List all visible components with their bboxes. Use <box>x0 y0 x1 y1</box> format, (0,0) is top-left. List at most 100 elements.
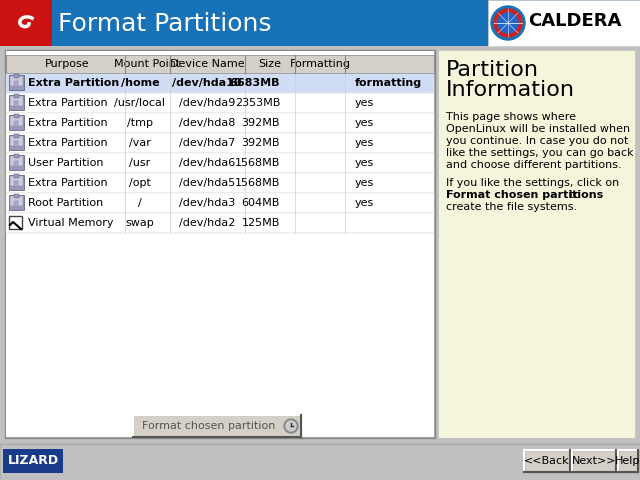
Bar <box>9 175 24 190</box>
Bar <box>14 121 18 127</box>
Circle shape <box>494 9 522 37</box>
Bar <box>6 51 434 437</box>
Bar <box>6 93 434 113</box>
Bar <box>14 141 18 147</box>
Bar <box>3 449 63 473</box>
Text: swap: swap <box>125 218 154 228</box>
Text: /usr: /usr <box>129 158 150 168</box>
Bar <box>14 114 19 118</box>
Bar <box>6 173 434 193</box>
Text: /dev/hda3: /dev/hda3 <box>179 198 235 208</box>
Text: Next>>: Next>> <box>572 456 616 466</box>
Bar <box>14 174 19 178</box>
Text: yes: yes <box>355 98 374 108</box>
Bar <box>10 116 23 126</box>
Bar <box>9 95 24 110</box>
Bar <box>9 135 24 150</box>
Circle shape <box>8 5 44 41</box>
Bar <box>9 216 22 229</box>
Text: /dev/hda9: /dev/hda9 <box>179 98 235 108</box>
Bar <box>6 133 434 153</box>
Bar <box>14 101 18 107</box>
Bar <box>14 154 19 158</box>
Text: 6683MB: 6683MB <box>230 78 280 88</box>
Text: Extra Partition: Extra Partition <box>28 118 108 128</box>
Bar <box>10 196 23 206</box>
Text: 604MB: 604MB <box>242 198 280 208</box>
Text: yes: yes <box>355 198 374 208</box>
Bar <box>488 0 640 46</box>
Text: /dev/hda7: /dev/hda7 <box>179 138 235 148</box>
Circle shape <box>284 419 298 433</box>
Text: LIZARD: LIZARD <box>8 455 59 468</box>
Text: <<Back: <<Back <box>524 456 570 466</box>
Text: /tmp: /tmp <box>127 118 153 128</box>
Bar <box>6 153 434 173</box>
Bar <box>6 213 434 233</box>
Text: This page shows where: This page shows where <box>446 112 576 122</box>
Text: Extra Partition: Extra Partition <box>28 78 119 88</box>
Text: CALDERA: CALDERA <box>528 12 621 30</box>
Bar <box>6 55 434 73</box>
Bar <box>6 193 434 213</box>
Bar <box>524 450 570 472</box>
Bar <box>14 81 18 87</box>
Text: Virtual Memory: Virtual Memory <box>28 218 113 228</box>
Bar <box>0 444 640 480</box>
Text: create the file systems.: create the file systems. <box>446 202 577 212</box>
Text: Information: Information <box>446 80 575 100</box>
Text: Format chosen partition: Format chosen partition <box>142 421 276 431</box>
Text: 2353MB: 2353MB <box>235 98 280 108</box>
Text: to: to <box>566 190 580 200</box>
Text: If you like the settings, click on: If you like the settings, click on <box>446 178 620 188</box>
Text: Extra Partition: Extra Partition <box>28 138 108 148</box>
Text: and choose different partitions.: and choose different partitions. <box>446 160 621 170</box>
Bar <box>14 161 18 167</box>
Bar <box>5 50 435 438</box>
Bar <box>14 134 19 138</box>
Text: 1568MB: 1568MB <box>235 178 280 188</box>
Text: /var: /var <box>129 138 151 148</box>
Bar <box>14 181 18 187</box>
Text: yes: yes <box>355 178 374 188</box>
Circle shape <box>498 13 518 33</box>
Text: 392MB: 392MB <box>241 118 280 128</box>
Text: Formatting: Formatting <box>289 59 351 69</box>
Text: /dev/hda8: /dev/hda8 <box>179 118 235 128</box>
Bar <box>438 50 635 438</box>
Bar <box>0 0 640 46</box>
Text: /dev/hda6: /dev/hda6 <box>179 158 235 168</box>
Bar <box>10 96 23 106</box>
Text: like the settings, you can go back: like the settings, you can go back <box>446 148 634 158</box>
Text: yes: yes <box>355 138 374 148</box>
Text: Mount Point: Mount Point <box>114 59 180 69</box>
Bar <box>572 450 616 472</box>
Bar <box>14 194 19 198</box>
Bar <box>10 156 23 166</box>
Text: Size: Size <box>259 59 282 69</box>
Text: User Partition: User Partition <box>28 158 104 168</box>
Text: OpenLinux will be installed when: OpenLinux will be installed when <box>446 124 630 134</box>
Bar <box>10 176 23 186</box>
Text: /usr/local: /usr/local <box>115 98 166 108</box>
Bar <box>9 155 24 170</box>
Bar <box>9 115 24 130</box>
Text: /dev/hda2: /dev/hda2 <box>179 218 235 228</box>
Text: yes: yes <box>355 118 374 128</box>
Bar <box>14 94 19 98</box>
Bar <box>14 74 19 78</box>
Bar <box>9 195 24 210</box>
Text: /dev/hda5: /dev/hda5 <box>179 178 235 188</box>
Circle shape <box>491 6 525 40</box>
Text: 1568MB: 1568MB <box>235 158 280 168</box>
Text: Extra Partition: Extra Partition <box>28 98 108 108</box>
Bar <box>0 0 52 46</box>
Text: Root Partition: Root Partition <box>28 198 103 208</box>
Bar <box>10 76 23 86</box>
Bar <box>6 73 434 93</box>
Text: 392MB: 392MB <box>241 138 280 148</box>
Text: Format chosen partitions: Format chosen partitions <box>446 190 604 200</box>
Text: Device Name: Device Name <box>170 59 244 69</box>
Text: you continue. In case you do not: you continue. In case you do not <box>446 136 628 146</box>
Bar <box>10 136 23 146</box>
